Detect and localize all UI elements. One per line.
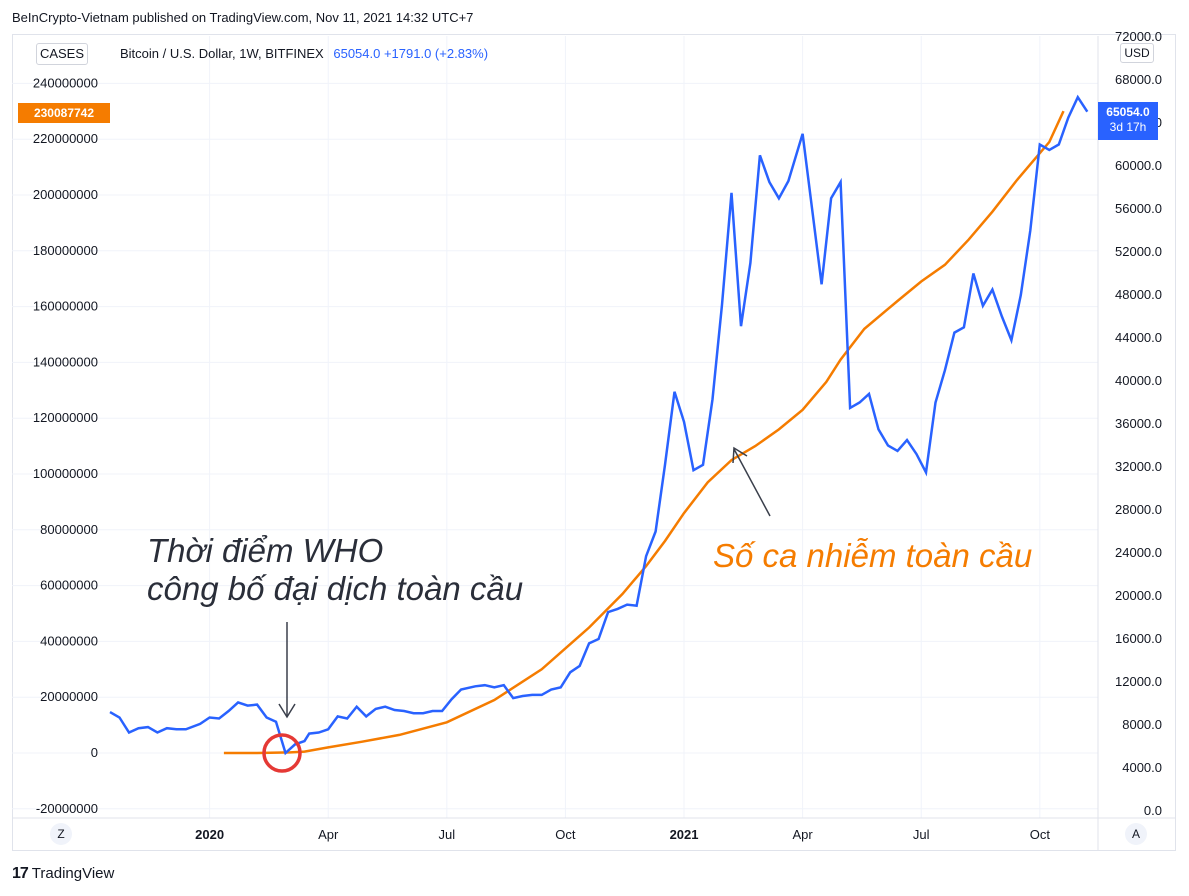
cases-arrow-shaft (733, 448, 771, 517)
who-annotation-line2: công bố đại dịch toàn cầu (147, 570, 524, 607)
cases-annotation: Số ca nhiễm toàn cầu (713, 537, 1033, 574)
left-tick-label: 60000000 (40, 578, 98, 593)
cases-last-value-badge: 230087742 (18, 103, 110, 123)
left-tick-label: 20000000 (40, 689, 98, 704)
price-info: 65054.0 +1791.0 (+2.83%) (333, 46, 489, 61)
publisher-line: BeInCrypto-Vietnam published on TradingV… (12, 10, 474, 25)
left-tick-label: 220000000 (33, 131, 98, 146)
who-arrow (278, 622, 296, 719)
right-tick-label: 36000.0 (1115, 416, 1162, 431)
symbol-label: Bitcoin / U.S. Dollar, 1W, BITFINEX (120, 46, 324, 61)
price-last-value-badge: 65054.0 3d 17h (1098, 102, 1158, 140)
right-tick-label: 4000.0 (1122, 760, 1162, 775)
x-tick-label: Oct (1030, 827, 1051, 842)
right-tick-label: 60000.0 (1115, 158, 1162, 173)
right-tick-label: 16000.0 (1115, 631, 1162, 646)
price-countdown: 3d 17h (1109, 120, 1147, 134)
x-tick-label: Jul (913, 827, 930, 842)
right-tick-label: 0.0 (1144, 803, 1162, 818)
right-tick-label: 28000.0 (1115, 502, 1162, 517)
who-annotation-line1: Thời điểm WHO (147, 532, 384, 569)
right-tick-label: 8000.0 (1122, 717, 1162, 732)
currency-button[interactable]: USD (1120, 43, 1154, 63)
right-tick-label: 40000.0 (1115, 373, 1162, 388)
left-tick-label: 0 (91, 745, 98, 760)
grid-layer (12, 36, 1098, 818)
left-tick-label: 240000000 (33, 75, 98, 90)
right-tick-label: 56000.0 (1115, 201, 1162, 216)
right-tick-label: 68000.0 (1115, 72, 1162, 87)
left-tick-label: 80000000 (40, 522, 98, 537)
x-tick-label: 2021 (670, 827, 699, 842)
right-tick-label: 32000.0 (1115, 459, 1162, 474)
left-tick-label: 140000000 (33, 354, 98, 369)
x-tick-label: Jul (439, 827, 456, 842)
brand-label: TradingView (31, 865, 115, 882)
right-axis-ticks: 0.0 4000.0 8000.0 12000.0 16000.0 20000.0 2400… (1115, 29, 1162, 818)
right-tick-label: 72000.0 (1115, 29, 1162, 44)
right-tick-label: 52000.0 (1115, 244, 1162, 259)
x-tick-label: Oct (555, 827, 576, 842)
x-tick-label: Apr (318, 827, 339, 842)
right-tick-label: 44000.0 (1115, 330, 1162, 345)
left-axis-ticks: -20000000 0 20000000 40000000 60000000 800000… (33, 75, 98, 815)
right-tick-label: 48000.0 (1115, 287, 1162, 302)
left-tick-label: 160000000 (33, 299, 98, 314)
who-arrow-head (278, 703, 296, 719)
btc-series-line (109, 94, 1089, 756)
tradingview-logo[interactable]: 17 TradingView (12, 865, 114, 883)
x-tick-label: 2020 (195, 827, 224, 842)
left-scale-button[interactable]: Z (50, 823, 72, 845)
left-tick-label: 100000000 (33, 466, 98, 481)
cases-series-line (223, 110, 1065, 755)
chart-frame (12, 34, 1176, 851)
x-axis-ticks: 2020 Apr Jul Oct 2021 Apr Jul Oct (195, 827, 1050, 842)
right-tick-label: 24000.0 (1115, 545, 1162, 560)
left-tick-label: 180000000 (33, 243, 98, 258)
auto-scale-button[interactable]: A (1125, 823, 1147, 845)
right-tick-label: 12000.0 (1115, 674, 1162, 689)
left-tick-label: 40000000 (40, 633, 98, 648)
chart-legend: Bitcoin / U.S. Dollar, 1W, BITFINEX 6505… (120, 46, 488, 61)
tradingview-mark-icon: 17 (12, 865, 29, 882)
left-tick-label: 120000000 (33, 410, 98, 425)
right-tick-label: 20000.0 (1115, 588, 1162, 603)
price-value: 65054.0 (1106, 105, 1150, 119)
cases-arrow (732, 446, 771, 517)
cases-scale-button[interactable]: CASES (36, 43, 88, 65)
who-marker-circle (262, 733, 302, 773)
x-tick-label: Apr (793, 827, 814, 842)
left-tick-label: 200000000 (33, 187, 98, 202)
cases-arrow-head (732, 446, 748, 464)
left-tick-label: -20000000 (36, 801, 98, 816)
